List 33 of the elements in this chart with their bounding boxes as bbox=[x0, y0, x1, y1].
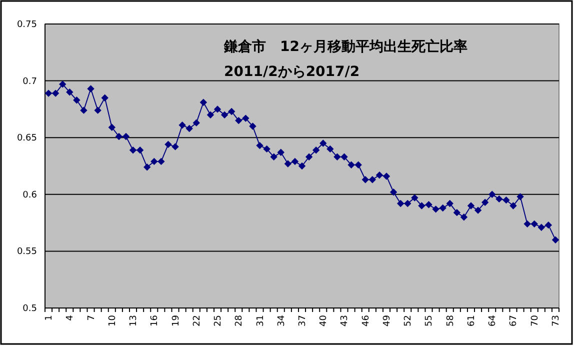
x-tick-label: 70 bbox=[530, 314, 540, 326]
x-tick-label: 55 bbox=[424, 315, 435, 326]
x-tick-label: 31 bbox=[256, 315, 266, 326]
x-tick-label: 19 bbox=[171, 314, 182, 326]
x-tick-label: 61 bbox=[466, 315, 477, 326]
x-tick-label: 34 bbox=[276, 314, 287, 326]
x-tick-label: 37 bbox=[298, 315, 308, 326]
x-tick-label: 13 bbox=[129, 315, 140, 326]
y-tick-label: 0.75 bbox=[16, 20, 37, 30]
x-tick-label: 4 bbox=[66, 314, 76, 321]
x-tick-label: 16 bbox=[150, 314, 160, 326]
x-tick-label: 58 bbox=[446, 314, 456, 326]
y-tick-label: 0.5 bbox=[22, 304, 37, 314]
x-tick-label: 73 bbox=[551, 315, 562, 326]
x-tick-label: 7 bbox=[86, 315, 97, 321]
x-tick-label: 64 bbox=[488, 314, 498, 326]
x-tick-label: 43 bbox=[340, 315, 350, 326]
x-tick-label: 52 bbox=[404, 315, 414, 326]
y-tick-label: 0.65 bbox=[16, 134, 37, 144]
y-tick-label: 0.6 bbox=[22, 190, 38, 200]
y-tick-label: 0.7 bbox=[22, 76, 37, 87]
y-tick-label: 0.55 bbox=[16, 247, 37, 258]
x-tick-label: 22 bbox=[192, 315, 202, 326]
x-tick-label: 46 bbox=[361, 314, 372, 326]
text: 2011/2から2017/2 bbox=[224, 64, 360, 80]
x-tick-label: 25 bbox=[214, 315, 224, 326]
x-tick-label: 49 bbox=[382, 314, 392, 326]
x-tick-label: 67 bbox=[509, 315, 520, 326]
x-tick-label: 10 bbox=[108, 314, 118, 326]
x-tick-label: 40 bbox=[319, 314, 330, 326]
x-tick-label: 28 bbox=[234, 314, 245, 326]
text: 鎌倉市 12ヶ月移動平均出生死亡比率 bbox=[223, 38, 468, 55]
x-tick-label: 1 bbox=[44, 315, 55, 321]
